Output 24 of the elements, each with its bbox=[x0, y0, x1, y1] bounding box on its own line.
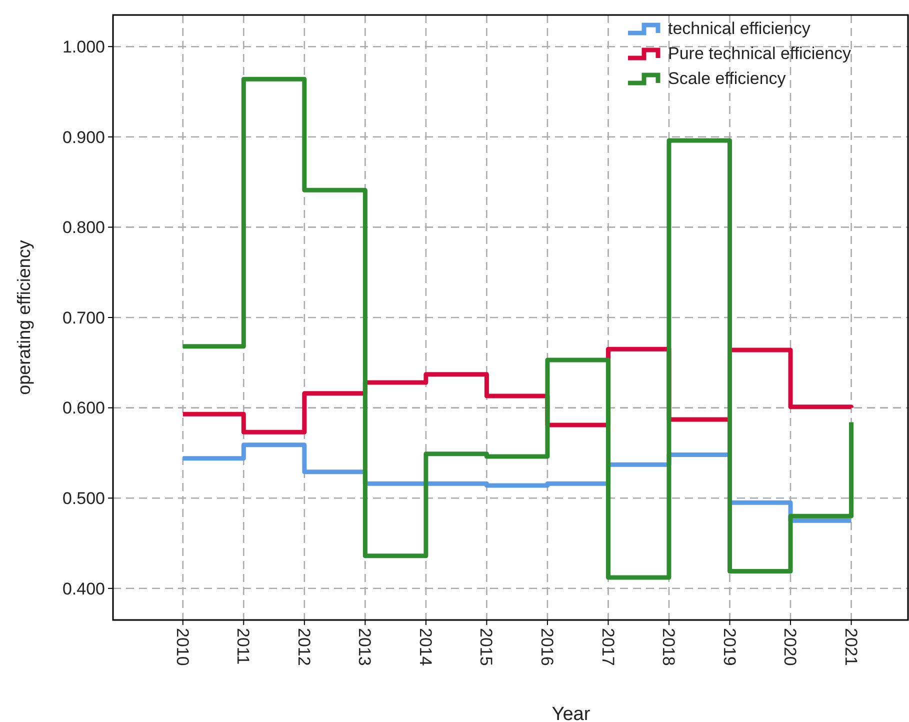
y-tick-label: 0.700 bbox=[62, 308, 105, 328]
x-tick-label: 2017 bbox=[598, 628, 618, 666]
x-tick-label: 2012 bbox=[294, 628, 314, 666]
x-tick-label: 2013 bbox=[355, 628, 374, 666]
x-tick-label: 2014 bbox=[416, 628, 435, 666]
x-tick-label: 2015 bbox=[476, 628, 496, 666]
y-tick-label: 0.600 bbox=[62, 398, 105, 418]
y-tick-label: 0.400 bbox=[62, 579, 105, 598]
y-tick-label: 0.900 bbox=[62, 128, 105, 147]
y-tick-label: 0.500 bbox=[62, 489, 105, 508]
x-tick-label: 2021 bbox=[841, 628, 860, 666]
x-tick-label: 2019 bbox=[720, 628, 739, 666]
y-tick-label: 1.000 bbox=[62, 38, 105, 57]
x-tick-label: 2016 bbox=[538, 628, 557, 666]
legend-label: technical efficiency bbox=[668, 18, 811, 38]
y-axis-title: operating efficiency bbox=[14, 240, 34, 395]
x-axis-title: Year bbox=[552, 704, 591, 722]
x-tick-label: 2018 bbox=[659, 628, 678, 666]
legend-label: Pure technical efficiency bbox=[668, 44, 852, 63]
y-tick-label: 0.800 bbox=[62, 218, 105, 238]
x-tick-label: 2011 bbox=[234, 628, 253, 665]
x-tick-label: 2020 bbox=[780, 628, 800, 666]
legend-label: Scale efficiency bbox=[668, 68, 786, 88]
x-tick-label: 2010 bbox=[172, 628, 192, 666]
